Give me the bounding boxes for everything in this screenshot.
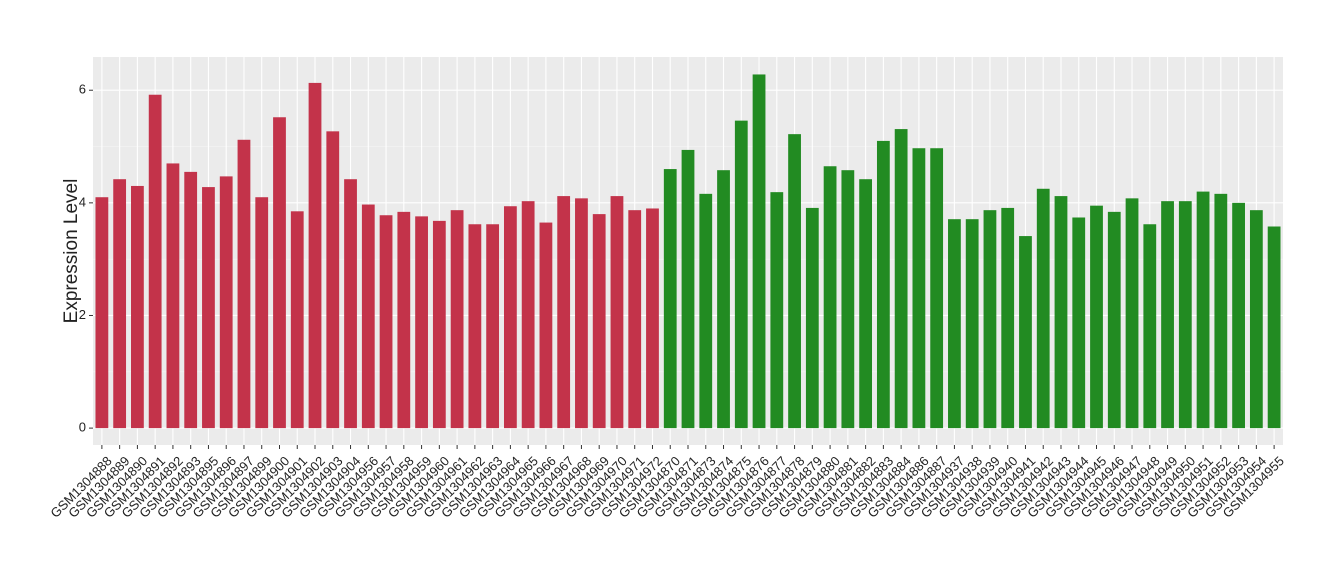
bar <box>734 120 748 429</box>
y-tick-label: 6 <box>79 82 86 97</box>
bar <box>948 219 961 429</box>
bar <box>450 210 464 429</box>
bar <box>290 211 304 429</box>
bar <box>717 170 730 429</box>
bar <box>361 204 375 429</box>
bar <box>95 197 109 429</box>
bar <box>1161 201 1174 429</box>
bar <box>1143 224 1157 429</box>
bar <box>681 149 695 429</box>
bar <box>131 185 144 429</box>
y-tick-label: 4 <box>79 194 86 209</box>
bar <box>1019 236 1032 429</box>
bar <box>1214 193 1228 429</box>
bar <box>699 193 713 429</box>
bar <box>965 219 979 429</box>
y-tick-label: 0 <box>79 420 86 435</box>
bar <box>503 206 517 429</box>
bar <box>930 148 944 429</box>
bar <box>752 74 766 429</box>
bar <box>184 171 198 429</box>
bar <box>1001 207 1015 429</box>
bar <box>344 179 357 429</box>
bar <box>202 187 215 429</box>
bar <box>557 196 571 429</box>
bar <box>1036 188 1050 429</box>
bar <box>166 163 180 429</box>
bar <box>1054 196 1068 429</box>
bar <box>273 117 286 429</box>
bar <box>628 210 642 429</box>
bar <box>326 131 340 429</box>
bar <box>823 166 837 429</box>
bar <box>379 215 393 429</box>
bar <box>486 224 500 429</box>
bar <box>841 170 855 429</box>
bar <box>539 222 553 429</box>
bar <box>1072 217 1086 429</box>
bar <box>468 224 482 429</box>
bar <box>1267 226 1281 429</box>
bar <box>894 129 908 429</box>
bar <box>308 82 322 429</box>
bar <box>521 201 535 429</box>
bar <box>646 208 659 429</box>
bar <box>876 140 890 429</box>
bar <box>770 192 784 429</box>
bar <box>415 216 428 429</box>
bar <box>610 196 624 429</box>
bar <box>255 197 269 429</box>
bar <box>1107 211 1121 429</box>
bar <box>1125 198 1139 429</box>
bar <box>237 139 251 429</box>
bar <box>397 211 411 429</box>
y-axis-title: Expression Level <box>61 179 82 324</box>
bar <box>788 134 801 429</box>
bar <box>219 176 233 429</box>
bar <box>113 179 127 429</box>
bar <box>1178 201 1192 429</box>
bar <box>805 207 819 429</box>
bar <box>575 198 588 429</box>
bar <box>148 94 162 429</box>
bar <box>1249 210 1263 429</box>
bar <box>1090 205 1103 429</box>
bar <box>1232 202 1245 429</box>
bar <box>983 210 997 429</box>
bar <box>432 220 446 429</box>
bar <box>663 169 677 429</box>
y-tick-label: 2 <box>79 307 86 322</box>
bar <box>859 179 873 429</box>
bar <box>912 148 926 429</box>
bar <box>1196 191 1210 429</box>
bar <box>592 214 606 429</box>
